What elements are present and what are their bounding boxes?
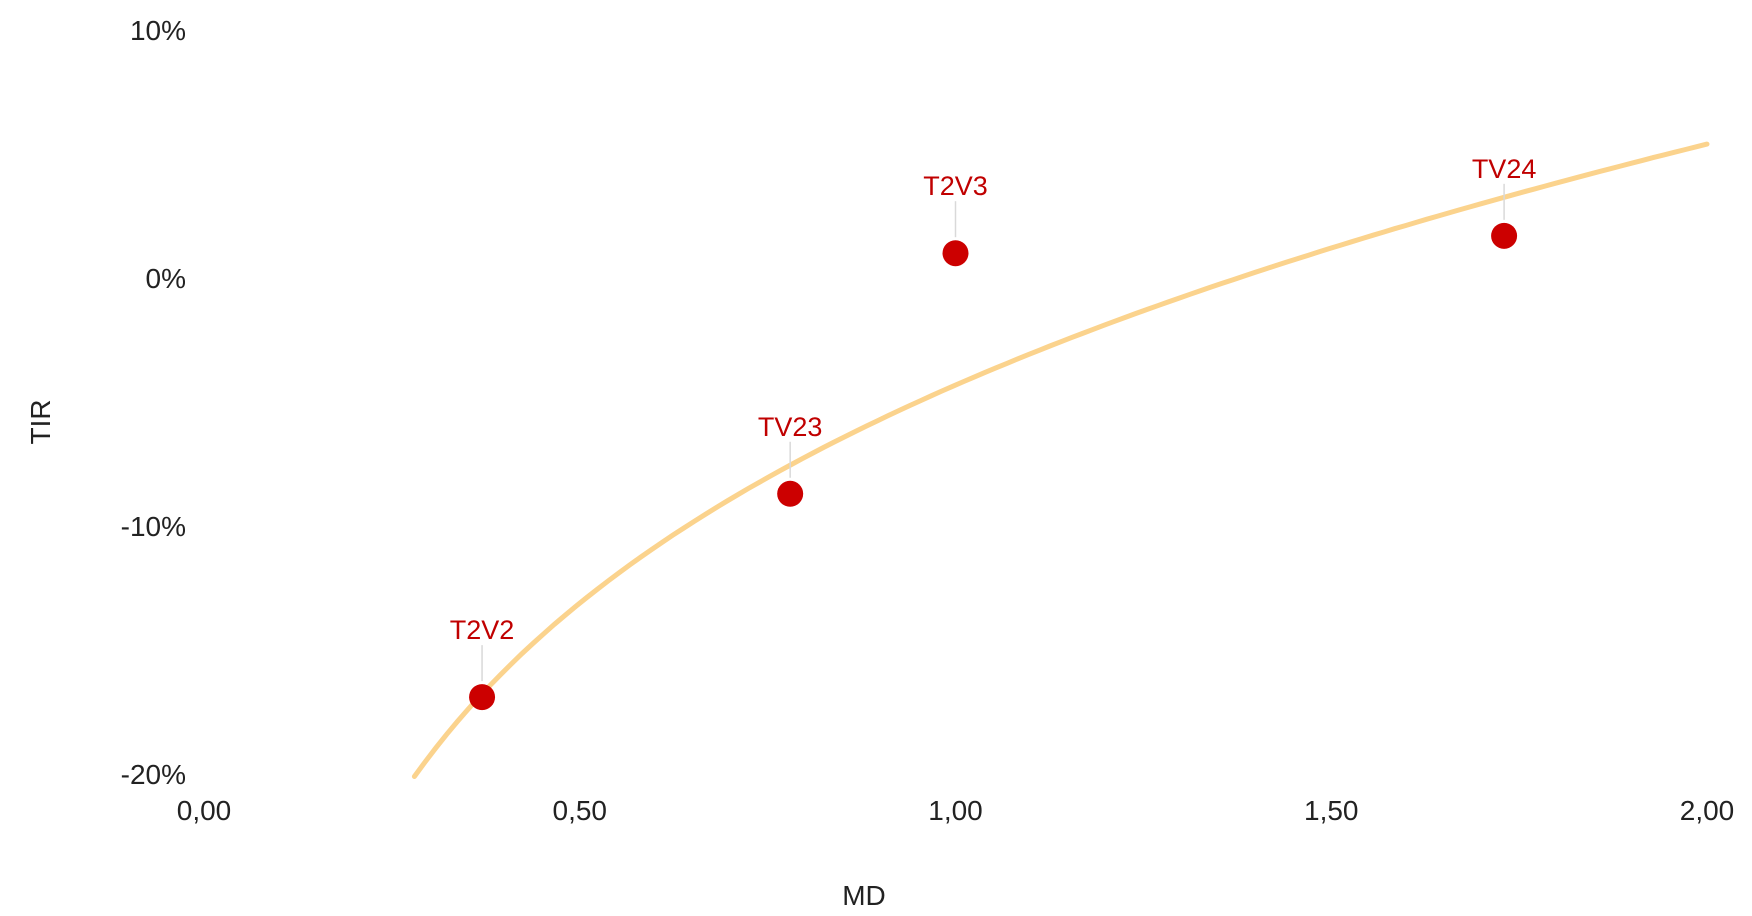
data-point	[777, 480, 804, 507]
y-tick-label: -10%	[121, 511, 186, 542]
trendline-layer	[411, 141, 1710, 779]
y-tick-label: -20%	[121, 759, 186, 790]
y-axis-title: TIR	[25, 399, 56, 444]
y-tick-label: 0%	[146, 263, 186, 294]
data-point-label: TV24	[1472, 154, 1537, 184]
x-tick-labels: 0,00 0,50 1,00 1,50 2,00	[177, 795, 1735, 826]
data-point-label: T2V3	[923, 171, 988, 201]
trendline	[411, 141, 1710, 779]
points-layer: T2V2 TV23 T2V3 TV24	[450, 154, 1537, 711]
leader-lines-layer	[481, 183, 1505, 682]
x-tick-label: 1,50	[1304, 795, 1359, 826]
y-tick-labels: 10% 0% -10% -20%	[121, 15, 186, 790]
data-point	[1491, 222, 1518, 249]
x-tick-label: 2,00	[1680, 795, 1735, 826]
x-tick-label: 0,00	[177, 795, 232, 826]
x-tick-label: 0,50	[553, 795, 608, 826]
data-point-label: TV23	[758, 412, 823, 442]
data-point	[469, 684, 496, 711]
y-tick-label: 10%	[130, 15, 186, 46]
data-point-label: T2V2	[450, 615, 515, 645]
x-tick-label: 1,00	[928, 795, 983, 826]
x-axis-title: MD	[842, 880, 886, 911]
data-point	[942, 240, 969, 267]
